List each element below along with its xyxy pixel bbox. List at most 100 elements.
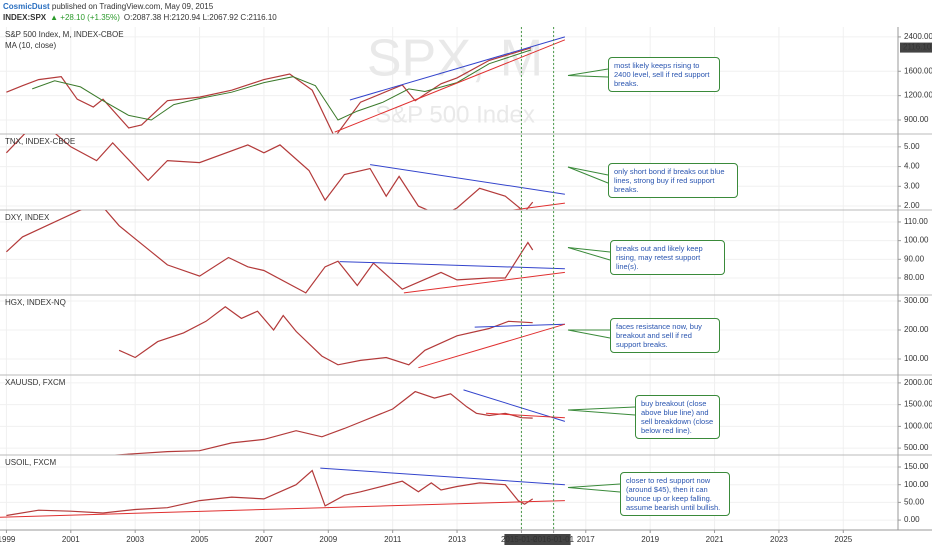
callout-pointer: [567, 406, 636, 411]
trend-line: [320, 467, 565, 486]
x-tick-label: 2025: [834, 535, 852, 544]
y-tick-label: 90.00: [904, 254, 925, 263]
watermark: S&P 500 Index: [375, 101, 535, 128]
y-tick-label: 150.00: [904, 462, 929, 471]
x-tick-label: 2011: [384, 535, 402, 544]
price-line: [5, 210, 534, 294]
y-tick-label: 100.00: [904, 480, 929, 489]
trend-line: [485, 412, 565, 419]
y-tick-label: 2.00: [904, 201, 920, 210]
x-tick-label: 2007: [255, 535, 273, 544]
callout-pointer: [567, 483, 621, 488]
y-tick-label: 100.00: [904, 236, 929, 245]
y-tick-label: 0.00: [904, 515, 920, 524]
annotation: buy breakout (close above blue line) and…: [635, 395, 720, 439]
author: CosmicDust: [3, 2, 50, 11]
y-tick-label: 1500.00: [904, 400, 932, 409]
callout-pointer: [567, 247, 611, 261]
date-box: [536, 534, 571, 545]
x-tick-label: 2016-01-01: [533, 535, 574, 544]
x-tick-label: 2013: [448, 535, 466, 544]
pane: [0, 466, 898, 521]
pane: [0, 134, 898, 210]
x-tick-label: 2001: [62, 535, 80, 544]
callout-pointer: [567, 329, 611, 339]
trend-line: [463, 389, 566, 422]
y-tick-label: 500.00: [904, 443, 929, 452]
pane: SPX, MS&P 500 Index: [0, 30, 898, 134]
date-box: [504, 534, 539, 545]
header-line: CosmicDust published on TradingView.com,…: [3, 2, 214, 11]
last-price-label: 2116.10: [903, 43, 932, 52]
pane: [0, 382, 898, 455]
trend-line: [474, 323, 565, 328]
trend-line: [334, 39, 566, 133]
y-tick-label: 3.00: [904, 181, 920, 190]
callout-pointer: [567, 166, 609, 184]
callout-pointer: [567, 75, 609, 78]
ma-line: [32, 49, 532, 121]
callout-pointer: [567, 487, 621, 493]
trend-line: [0, 500, 565, 518]
trend-line: [349, 36, 566, 101]
y-tick-label: 100.00: [904, 354, 929, 363]
callout-pointer: [567, 247, 611, 253]
y-tick-label: 80.00: [904, 273, 925, 282]
x-tick-label: 2023: [770, 535, 788, 544]
callout-pointer: [567, 68, 609, 76]
x-tick-label: 2021: [706, 535, 724, 544]
ma-legend: MA (10, close): [5, 41, 56, 50]
published: published on TradingView.com, May 09, 20…: [50, 2, 214, 11]
y-tick-label: 900.00: [904, 115, 929, 124]
pane-title: S&P 500 Index, M, INDEX-CBOE: [5, 30, 124, 39]
y-tick-label: 300.00: [904, 296, 929, 305]
pane-title: TNX, INDEX-CBOE: [5, 137, 75, 146]
pane-title: XAUUSD, FXCM: [5, 378, 66, 387]
price-line: [118, 306, 533, 366]
callout-pointer: [567, 409, 636, 416]
price-line: [6, 47, 532, 134]
price-line: [5, 134, 534, 210]
annotation: only short bond if breaks out blue lines…: [608, 163, 738, 198]
x-tick-label: 2017: [577, 535, 595, 544]
trend-line: [370, 164, 565, 195]
trend-line: [418, 323, 566, 369]
trend-line: [339, 261, 565, 270]
annotation: faces resistance now, buy breakout and s…: [610, 318, 720, 353]
x-tick-label: 2005: [191, 535, 209, 544]
pane: [0, 210, 898, 294]
y-tick-label: 5.00: [904, 142, 920, 151]
x-tick-label: 2003: [126, 535, 144, 544]
trend-line: [403, 271, 565, 294]
x-tick-label: 2019: [641, 535, 659, 544]
pane: [0, 300, 898, 369]
ohlc: O:2087.38 H:2120.94 L:2067.92 C:2116.10: [124, 13, 277, 22]
price-line: [107, 390, 533, 455]
last-price-box: [900, 42, 932, 53]
callout-pointer: [567, 166, 609, 176]
y-tick-label: 2000.00: [904, 378, 932, 387]
pane-title: DXY, INDEX: [5, 213, 50, 222]
annotation: most likely keeps rising to 2400 level, …: [608, 57, 720, 92]
pane-title: HGX, INDEX-NQ: [5, 298, 66, 307]
y-tick-label: 2400.00: [904, 32, 932, 41]
symbol: INDEX:SPX: [3, 13, 47, 22]
y-tick-label: 50.00: [904, 498, 925, 507]
y-tick-label: 1200.00: [904, 91, 932, 100]
annotation: breaks out and likely keep rising, may r…: [610, 240, 725, 275]
y-tick-label: 110.00: [904, 217, 928, 226]
price-line: [6, 469, 534, 517]
annotation: closer to red support now (around $45), …: [620, 472, 730, 516]
change: ▲ +28.10 (+1.35%): [50, 13, 120, 22]
x-tick-label: 1999: [0, 535, 16, 544]
x-tick-label: 2015-01-01: [501, 535, 542, 544]
pane-title: USOIL, FXCM: [5, 458, 56, 467]
y-tick-label: 1000.00: [904, 421, 932, 430]
symbol-line: INDEX:SPX ▲ +28.10 (+1.35%) O:2087.38 H:21…: [3, 13, 277, 22]
y-tick-label: 1600.00: [904, 66, 932, 75]
y-tick-label: 4.00: [904, 162, 920, 171]
y-tick-label: 200.00: [904, 325, 929, 334]
x-tick-label: 2009: [319, 535, 337, 544]
